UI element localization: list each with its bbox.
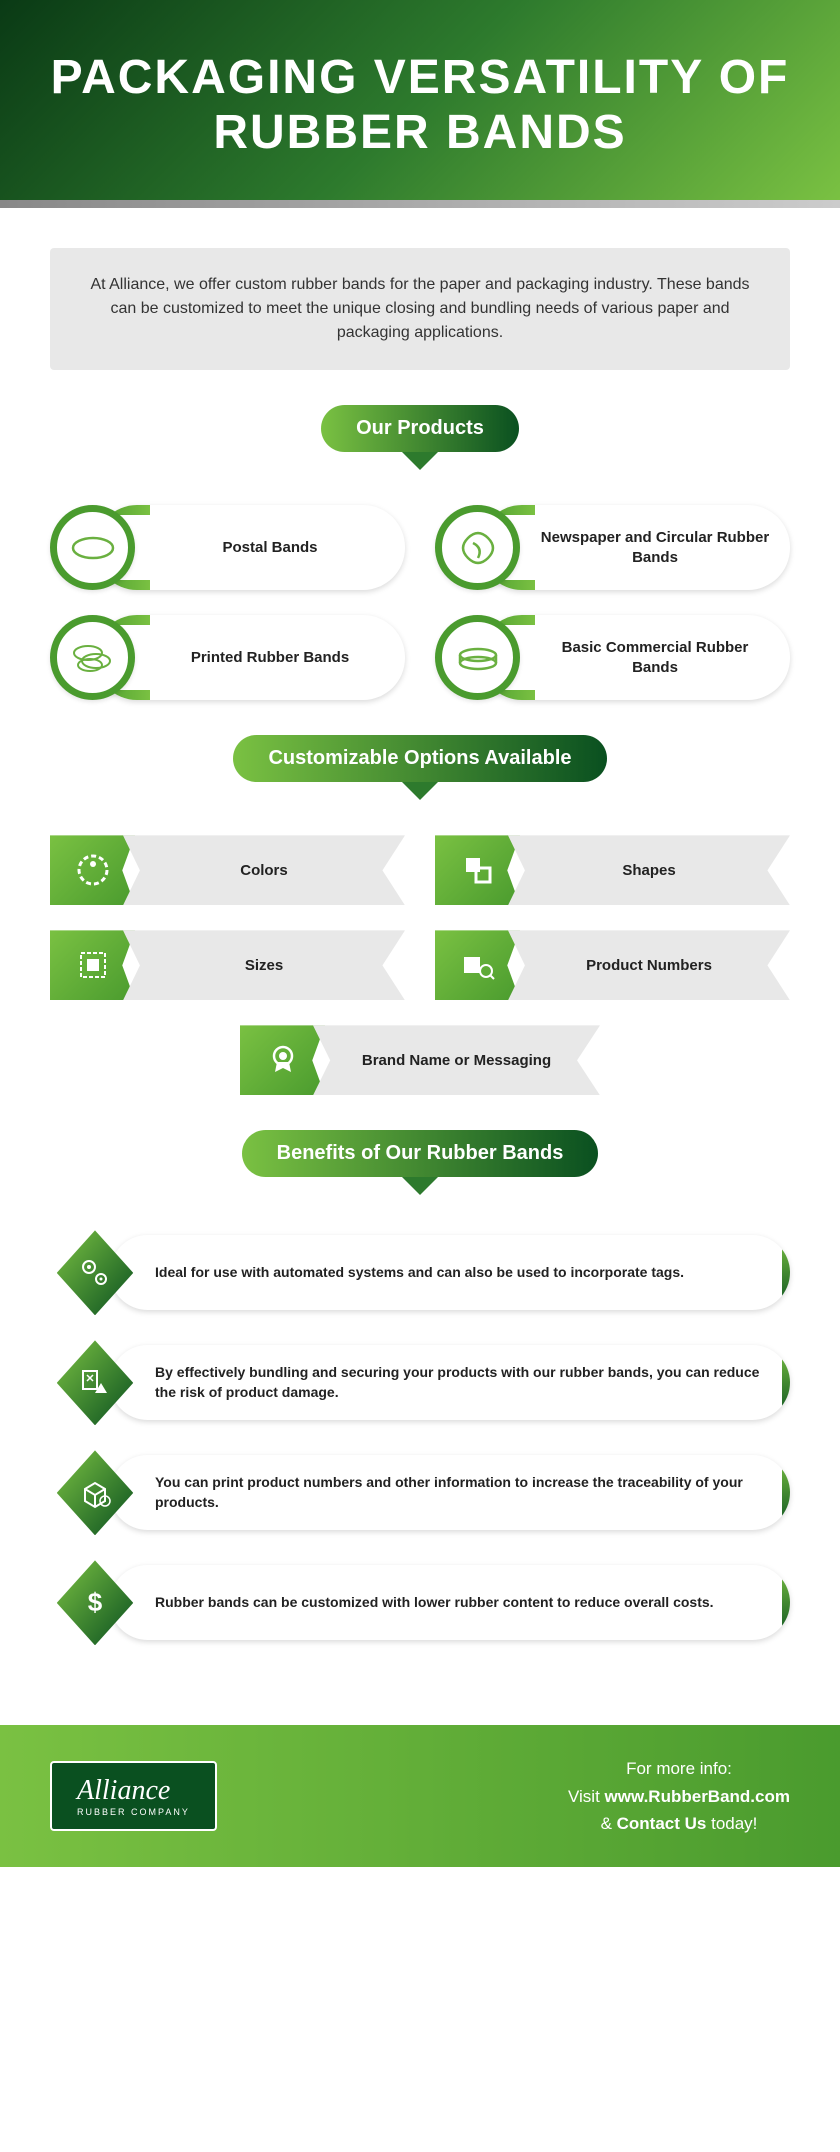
option-card: Brand Name or Messaging: [240, 1025, 600, 1095]
section-heading-benefits: Benefits of Our Rubber Bands: [242, 1130, 599, 1177]
pile-icon: [50, 615, 135, 700]
options-grid: Colors Shapes Sizes Product Numbers: [50, 835, 790, 1000]
footer-cta[interactable]: Contact Us: [617, 1814, 707, 1833]
loops-icon: [435, 505, 520, 590]
barcode-icon: [435, 930, 520, 1000]
benefit-text: Ideal for use with automated systems and…: [110, 1235, 790, 1310]
option-card: Sizes: [50, 930, 405, 1000]
option-label: Brand Name or Messaging: [313, 1025, 600, 1095]
arrow-icon: [402, 452, 438, 470]
arrow-icon: [402, 782, 438, 800]
product-label: Basic Commercial Rubber Bands: [540, 638, 770, 677]
option-label: Shapes: [508, 835, 790, 905]
option-card: Product Numbers: [435, 930, 790, 1000]
product-label: Postal Bands: [155, 538, 385, 558]
svg-text:$: $: [88, 1587, 103, 1617]
sizes-icon: [50, 930, 135, 1000]
warning-icon: [50, 1340, 140, 1425]
benefit-card: Ideal for use with automated systems and…: [50, 1230, 790, 1315]
dollar-icon: $: [50, 1560, 140, 1645]
box-icon: [50, 1450, 140, 1535]
footer-line3: & Contact Us today!: [568, 1810, 790, 1837]
palette-icon: [50, 835, 135, 905]
shapes-icon: [435, 835, 520, 905]
option-card: Colors: [50, 835, 405, 905]
product-card: Printed Rubber Bands: [50, 615, 405, 700]
option-center-row: Brand Name or Messaging: [50, 1025, 790, 1095]
page-title: PACKAGING VERSATILITY OF RUBBER BANDS: [30, 50, 810, 160]
footer-line2: Visit www.RubberBand.com: [568, 1783, 790, 1810]
brand-logo: Alliance RUBBER COMPANY: [50, 1761, 217, 1831]
arrow-icon: [402, 1177, 438, 1195]
benefit-card: By effectively bundling and securing you…: [50, 1340, 790, 1425]
option-label: Sizes: [123, 930, 405, 1000]
footer-line1: For more info:: [568, 1755, 790, 1782]
brand-subtitle: RUBBER COMPANY: [77, 1807, 190, 1817]
footer-info: For more info: Visit www.RubberBand.com …: [568, 1755, 790, 1837]
benefits-list: Ideal for use with automated systems and…: [50, 1230, 790, 1645]
section-heading-options: Customizable Options Available: [233, 735, 606, 782]
product-card: Postal Bands: [50, 505, 405, 590]
main-content: At Alliance, we offer custom rubber band…: [0, 208, 840, 1685]
benefit-text: You can print product numbers and other …: [110, 1455, 790, 1530]
benefit-card: You can print product numbers and other …: [50, 1450, 790, 1535]
product-label: Printed Rubber Bands: [155, 648, 385, 668]
header-divider: [0, 200, 840, 208]
intro-text: At Alliance, we offer custom rubber band…: [50, 248, 790, 370]
header-banner: PACKAGING VERSATILITY OF RUBBER BANDS: [0, 0, 840, 200]
product-card: Basic Commercial Rubber Bands: [435, 615, 790, 700]
ring-icon: [435, 615, 520, 700]
postal-band-icon: [50, 505, 135, 590]
footer-site[interactable]: www.RubberBand.com: [605, 1787, 790, 1806]
brand-name: Alliance: [77, 1775, 190, 1807]
gears-icon: [50, 1230, 140, 1315]
option-card: Shapes: [435, 835, 790, 905]
product-card: Newspaper and Circular Rubber Bands: [435, 505, 790, 590]
product-label: Newspaper and Circular Rubber Bands: [540, 528, 770, 567]
option-label: Colors: [123, 835, 405, 905]
section-heading-products: Our Products: [321, 405, 519, 452]
benefit-card: $ Rubber bands can be customized with lo…: [50, 1560, 790, 1645]
benefit-text: By effectively bundling and securing you…: [110, 1345, 790, 1420]
option-label: Product Numbers: [508, 930, 790, 1000]
benefit-text: Rubber bands can be customized with lowe…: [110, 1565, 790, 1640]
products-grid: Postal Bands Newspaper and Circular Rubb…: [50, 505, 790, 700]
badge-icon: [240, 1025, 325, 1095]
footer: Alliance RUBBER COMPANY For more info: V…: [0, 1725, 840, 1867]
